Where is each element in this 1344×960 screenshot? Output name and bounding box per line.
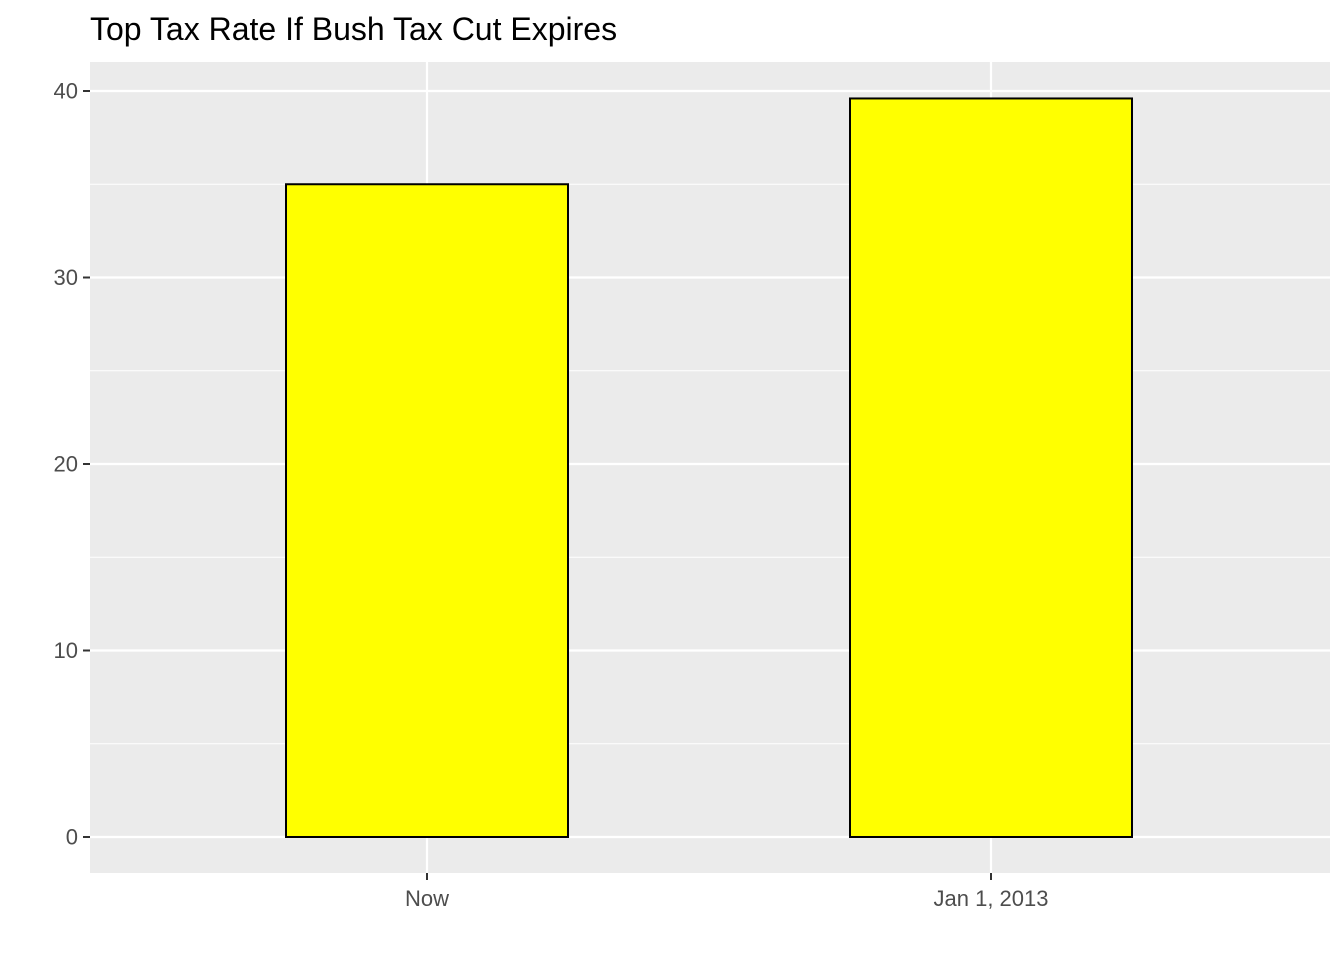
y-tick-label: 20	[54, 452, 78, 477]
chart-title: Top Tax Rate If Bush Tax Cut Expires	[90, 11, 617, 47]
y-axis: 0 10 20 30 40	[54, 79, 90, 850]
plot-panel	[90, 62, 1330, 873]
x-tick-label: Now	[405, 886, 449, 911]
y-tick-label: 40	[54, 79, 78, 104]
bar	[285, 183, 569, 838]
x-tick-label: Jan 1, 2013	[934, 886, 1049, 911]
x-axis: Now Jan 1, 2013	[405, 873, 1049, 911]
bars	[285, 97, 1133, 838]
y-tick-label: 0	[66, 825, 78, 850]
y-tick-label: 30	[54, 265, 78, 290]
bar	[849, 97, 1133, 838]
y-tick-label: 10	[54, 638, 78, 663]
